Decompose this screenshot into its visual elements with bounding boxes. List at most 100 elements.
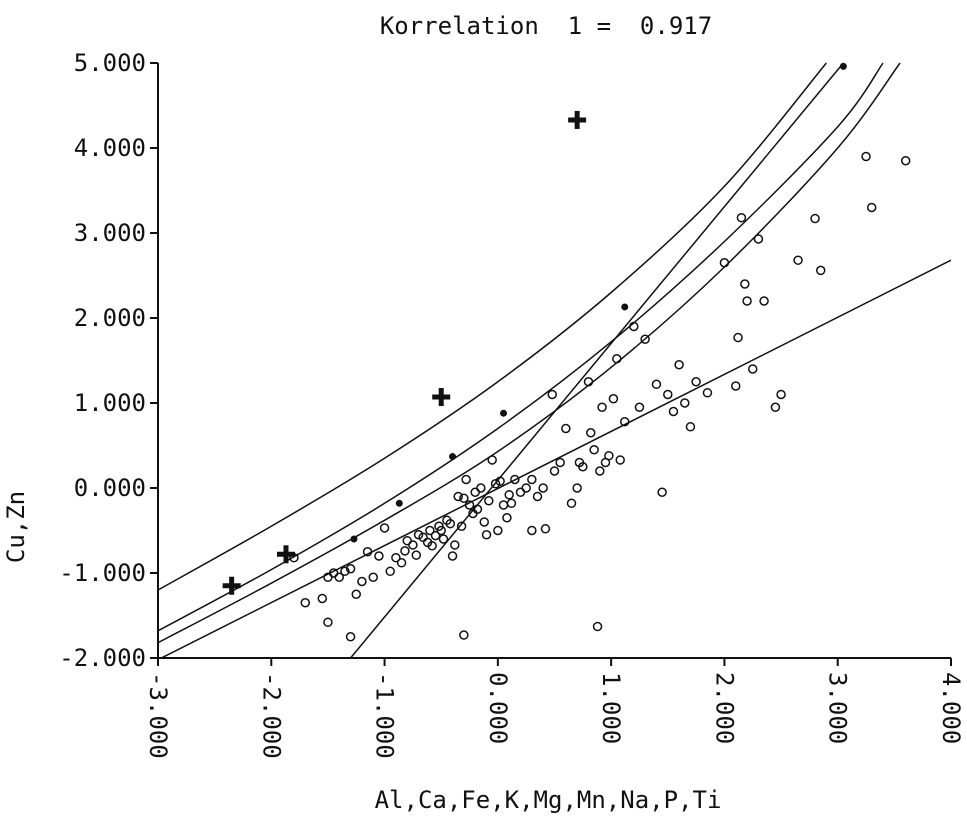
data-point-open [391, 552, 401, 563]
data-point-open [445, 518, 456, 529]
data-point-open [810, 213, 820, 224]
x-axis-label: Al,Ca,Fe,K,Mg,Mn,Na,P,Ti [375, 786, 722, 814]
data-point-open [663, 389, 673, 400]
chart-title: Korrelation 1 = 0.917 [380, 12, 712, 40]
data-point-open [502, 513, 512, 523]
data-point-open [793, 255, 803, 265]
data-point-open [400, 546, 410, 556]
data-point-open [527, 474, 537, 485]
data-point-open [566, 498, 577, 509]
data-point-open [733, 332, 743, 343]
data-point-open [484, 496, 494, 506]
data-point-open [572, 483, 582, 493]
data-point-filled [449, 453, 457, 461]
data-point-open [702, 388, 713, 398]
data-point-open [555, 457, 565, 468]
data-point-open [691, 377, 701, 387]
data-point-filled [350, 535, 358, 543]
data-point-open [595, 466, 605, 476]
data-point-open [685, 422, 696, 432]
data-point-open [604, 450, 614, 461]
data-point-open [776, 389, 786, 400]
data-point-open [481, 530, 492, 540]
data-point-open [521, 483, 531, 493]
y-tick-label: 0.000 [74, 474, 146, 502]
y-tick-label: -1.000 [59, 559, 146, 587]
data-point-open [317, 593, 328, 604]
data-point-open [456, 521, 467, 531]
data-point-open [657, 487, 667, 497]
data-point-open [592, 621, 603, 632]
data-point-open [589, 445, 599, 455]
confidence-curve-3 [158, 62, 901, 644]
x-tick-label: -2.000 [257, 672, 285, 759]
data-point-open [402, 535, 412, 546]
data-point-open [396, 558, 407, 568]
data-point-open [334, 572, 345, 582]
x-tick-label: 4.000 [937, 672, 965, 744]
data-point-open [504, 490, 514, 500]
data-point-open [427, 541, 437, 551]
data-point-open [385, 566, 395, 577]
data-point-open [612, 354, 622, 364]
x-tick-label: -1.000 [371, 672, 399, 759]
data-point-filled [500, 409, 508, 417]
data-point-open [447, 551, 458, 561]
data-point-open [731, 381, 741, 391]
data-point-filled [621, 303, 629, 311]
data-point-open [753, 234, 764, 244]
data-point-open [770, 402, 781, 412]
data-point-open [651, 379, 662, 390]
y-axis-ticks: -2.000 -1.000 0.000 1.000 2.000 3.000 4.000 5.0… [59, 49, 158, 672]
data-point-open [608, 394, 619, 404]
data-point-open [357, 576, 367, 587]
data-point-open [487, 455, 497, 465]
data-point-open [861, 151, 871, 162]
data-point-open [430, 530, 441, 541]
data-point-open [425, 525, 435, 536]
regression-line-5 [350, 62, 844, 658]
x-tick-label: 2.000 [710, 672, 738, 744]
y-tick-label: 2.000 [74, 304, 146, 332]
data-point-open [668, 406, 679, 417]
data-point-open [479, 517, 490, 527]
x-axis-ticks: -3.000 -2.000 -1.000 0.000 1.000 2.000 3.000 4.… [144, 658, 965, 759]
data-point-open [583, 377, 594, 387]
data-point-open [736, 212, 747, 223]
data-point-open [510, 474, 520, 485]
x-tick-label: 0.000 [484, 672, 512, 744]
data-point-open [527, 525, 537, 536]
data-point-open [453, 491, 463, 502]
data-points [222, 62, 911, 642]
y-tick-label: 4.000 [74, 134, 146, 162]
data-point-open [674, 360, 684, 370]
x-tick-label: -3.000 [144, 672, 172, 759]
y-tick-label: 3.000 [74, 219, 146, 247]
data-point-open [742, 296, 752, 306]
regression-line-4 [159, 259, 951, 658]
data-point-open [866, 202, 877, 213]
data-point-open [578, 462, 588, 472]
data-point-open [413, 530, 424, 540]
data-point-open [459, 493, 469, 503]
data-point-filled [839, 62, 847, 70]
data-point-open [345, 564, 356, 574]
data-point-open [374, 551, 384, 561]
data-point-open [759, 296, 769, 306]
data-point-open [368, 572, 378, 582]
data-point-open [461, 474, 471, 485]
y-tick-label: 5.000 [74, 49, 146, 77]
data-point-open [379, 523, 390, 533]
data-point-open [586, 428, 596, 438]
data-point-open [540, 524, 551, 534]
data-point-open [615, 455, 625, 465]
data-point-open [408, 540, 418, 550]
data-point-open [345, 632, 356, 642]
data-point-open [629, 321, 639, 332]
plot-area: -2.000 -1.000 0.000 1.000 2.000 3.000 4.000 5.0… [59, 49, 965, 759]
data-point-filled [395, 499, 403, 507]
y-axis-label: Cu,Zn [2, 491, 30, 563]
data-point-open [464, 500, 475, 510]
data-point-open [340, 566, 350, 577]
